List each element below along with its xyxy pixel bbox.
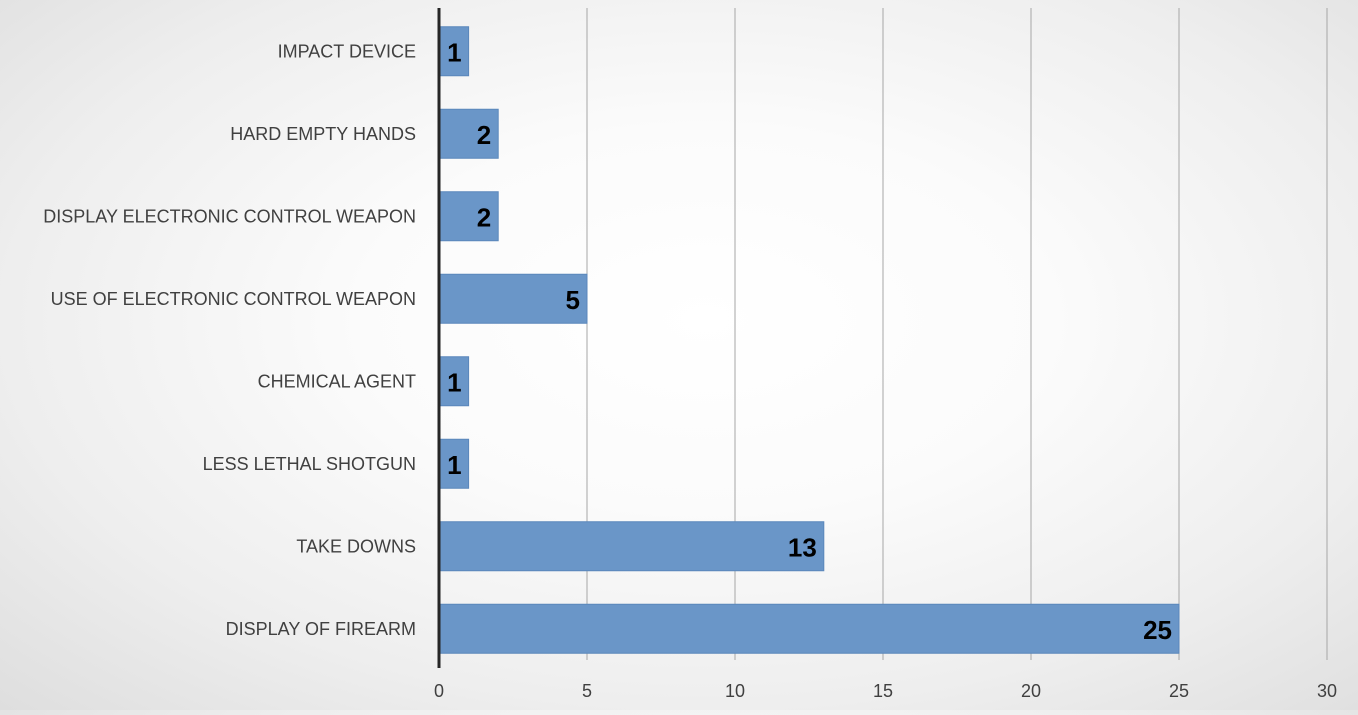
x-tick-label-5: 5	[582, 681, 592, 701]
x-tick-label-10: 10	[725, 681, 745, 701]
x-tick-label-15: 15	[873, 681, 893, 701]
category-label-2: DISPLAY ELECTRONIC CONTROL WEAPON	[43, 206, 416, 226]
bar-3	[438, 273, 588, 324]
category-labels: IMPACT DEVICE HARD EMPTY HANDS DISPLAY ELE…	[43, 41, 416, 639]
x-tick-label-30: 30	[1317, 681, 1337, 701]
bars	[438, 26, 1180, 654]
data-label-7: 25	[1143, 615, 1172, 645]
data-label-2: 2	[477, 202, 491, 232]
category-label-6: TAKE DOWNS	[296, 536, 416, 556]
bar-6	[438, 521, 825, 572]
category-label-4: CHEMICAL AGENT	[258, 371, 416, 391]
data-label-6: 13	[788, 532, 817, 562]
x-tick-labels: 0 5 10 15 20 25 30	[434, 681, 1337, 701]
bar-0	[438, 26, 470, 77]
data-label-0: 1	[447, 37, 461, 67]
category-label-7: DISPLAY OF FIREARM	[226, 619, 416, 639]
category-label-5: LESS LETHAL SHOTGUN	[203, 454, 416, 474]
x-tick-label-25: 25	[1169, 681, 1189, 701]
x-tick-label-20: 20	[1021, 681, 1041, 701]
bar-4	[438, 356, 470, 407]
data-label-4: 1	[447, 367, 461, 397]
category-label-1: HARD EMPTY HANDS	[230, 124, 416, 144]
bar-2	[438, 191, 499, 242]
x-tick-label-0: 0	[434, 681, 444, 701]
category-label-3: USE OF ELECTRONIC CONTROL WEAPON	[51, 289, 416, 309]
bar-7	[438, 603, 1180, 654]
data-label-3: 5	[566, 285, 580, 315]
category-label-0: IMPACT DEVICE	[278, 41, 416, 61]
data-label-1: 2	[477, 120, 491, 150]
bar-5	[438, 438, 470, 489]
data-label-5: 1	[447, 450, 461, 480]
